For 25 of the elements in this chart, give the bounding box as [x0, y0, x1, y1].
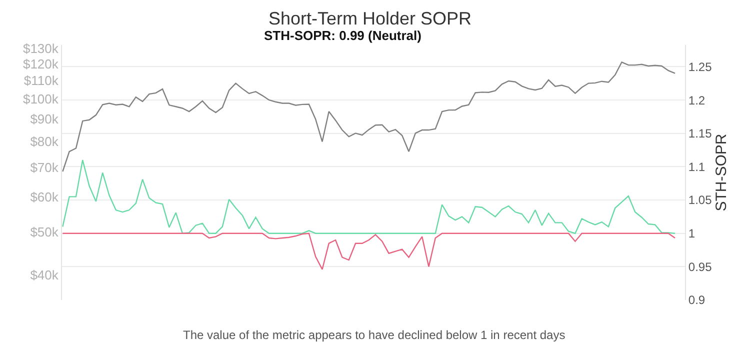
y2-axis-title: STH-SOPR	[713, 134, 730, 212]
y2-tick-label: 1.05	[688, 193, 712, 208]
line-series	[62, 62, 676, 172]
y-tick-label: $40k	[30, 267, 59, 282]
y-tick-label: $70k	[30, 160, 59, 175]
chart-title: Short-Term Holder SOPR	[268, 8, 472, 29]
y2-tick-label: 1.25	[688, 60, 712, 74]
y-tick-label: $110k	[24, 73, 59, 88]
y2-tick-label: 1.2	[688, 93, 706, 108]
y2-tick-label: 1.15	[688, 126, 712, 141]
y2-tick-label: 1	[688, 226, 696, 241]
y2-tick-label: 0.95	[688, 260, 712, 274]
y2-tick-label: 1.1	[688, 160, 706, 174]
y2-tick-label: 0.9	[688, 293, 706, 308]
y-tick-label: $90k	[30, 112, 59, 127]
y-tick-label: $60k	[30, 190, 59, 205]
y-tick-label: $130k	[22, 40, 59, 56]
text: The value of the metric appears to have declined below 1 in recent days	[183, 328, 566, 342]
y-tick-label: $100k	[22, 91, 59, 106]
line-series	[62, 159, 676, 234]
y-tick-label: $80k	[30, 134, 59, 150]
y-tick-label: $120k	[22, 56, 59, 72]
text: STH-SOPR: 0.99 (Neutral)	[264, 28, 422, 43]
y-tick-label: $50k	[30, 224, 59, 240]
line-series	[62, 232, 676, 270]
